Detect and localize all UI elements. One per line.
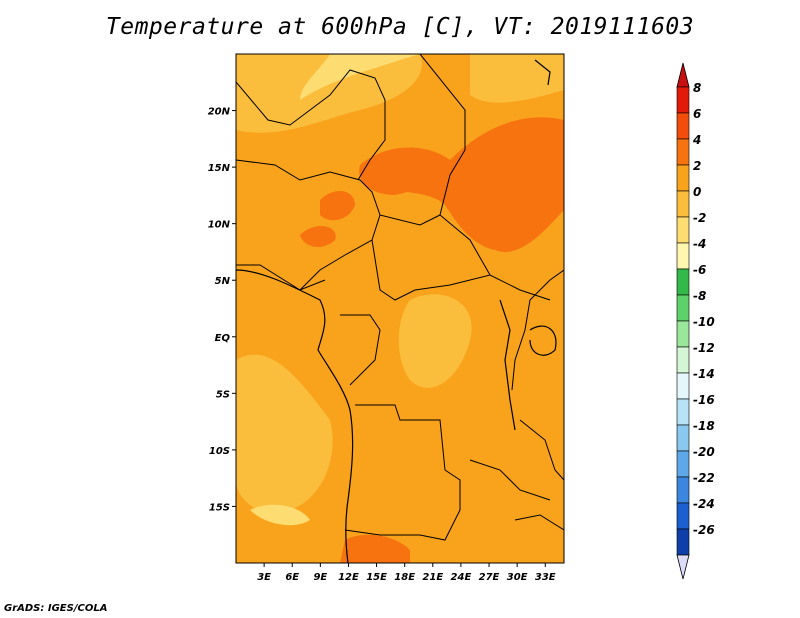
lat-tick-label: 10N <box>208 220 231 231</box>
colorbar-segment <box>676 164 690 192</box>
colorbar-label: -2 <box>693 211 706 225</box>
colorbar-label: 2 <box>693 159 701 173</box>
colorbar-bottom-arrow <box>676 554 690 580</box>
colorbar-label: -10 <box>693 315 715 329</box>
colorbar-label: -18 <box>693 419 715 433</box>
colorbar-segment <box>676 216 690 244</box>
field-region-4to6-northeast <box>384 117 564 252</box>
colorbar-segment <box>676 242 690 270</box>
colorbar-top-arrow <box>676 62 690 88</box>
colorbar-label: -14 <box>693 367 715 381</box>
lon-tick-label: 24E <box>451 572 472 583</box>
colorbar-segment <box>676 86 690 114</box>
temperature-field <box>236 54 564 563</box>
colorbar-segment <box>676 528 690 556</box>
colorbar-segment <box>676 372 690 400</box>
colorbar-label: -12 <box>693 341 715 355</box>
colorbar-segment <box>676 398 690 426</box>
lat-tick-label: 20N <box>208 107 231 118</box>
lon-tick-label: 27E <box>479 572 500 583</box>
lon-tick-label: 6E <box>285 572 299 583</box>
colorbar-label: 0 <box>693 185 701 199</box>
field-region-minus2to0-southwest <box>250 504 310 526</box>
field-region-4to6-west <box>320 190 355 221</box>
lon-tick-label: 3E <box>257 572 271 583</box>
plot-title: Temperature at 600hPa [C], VT: 201911160… <box>105 14 695 40</box>
lon-tick-label: 15E <box>366 572 387 583</box>
colorbar-segment <box>676 112 690 140</box>
lon-tick-label: 9E <box>313 572 327 583</box>
colorbar-segment <box>676 502 690 530</box>
latitude-axis: 20N 15N 10N 5N EQ 5S 10S 15S <box>208 107 236 513</box>
colorbar-label: 4 <box>692 133 701 147</box>
field-region-0to2-north <box>236 54 422 133</box>
field-region-0to2-northeast <box>470 54 564 103</box>
colorbar-segment <box>676 294 690 322</box>
country-borders <box>236 54 564 541</box>
lat-tick-label: 10S <box>209 446 230 457</box>
colorbar-segment <box>676 346 690 374</box>
colorbar-label: -8 <box>693 289 706 303</box>
lat-tick-label: EQ <box>215 333 231 344</box>
footer-credit: GrADS: IGES/COLA <box>4 603 108 614</box>
lon-tick-label: 33E <box>535 572 556 583</box>
colorbar-segment <box>676 450 690 478</box>
plot-frame <box>235 53 565 564</box>
field-region-4to6-north <box>359 147 450 195</box>
colorbar-label: -26 <box>693 523 715 537</box>
colorbar-label: -6 <box>693 263 706 277</box>
colorbar-label: 8 <box>693 81 701 95</box>
colorbar-label: -22 <box>693 471 715 485</box>
colorbar-segment <box>676 476 690 504</box>
colorbar-label: -24 <box>693 497 715 511</box>
field-region-minus2to0-north <box>300 54 420 100</box>
lon-tick-label: 30E <box>507 572 528 583</box>
colorbar: 8 6 4 2 0 -2 -4 -6 -8 -10 -12 -14 -16 -18 -20 -22 -24 -26 <box>676 62 715 580</box>
field-region-4to6-south <box>340 534 410 563</box>
colorbar-segment <box>676 268 690 296</box>
colorbar-segment <box>676 424 690 452</box>
lon-tick-label: 21E <box>422 572 443 583</box>
lat-tick-label: 15S <box>209 502 230 513</box>
field-region-0to2-central <box>398 294 472 388</box>
lon-tick-label: 12E <box>338 572 359 583</box>
colorbar-label: -16 <box>693 393 715 407</box>
lon-tick-label: 18E <box>394 572 415 583</box>
lat-tick-label: 5N <box>215 276 231 287</box>
colorbar-label: -20 <box>693 445 715 459</box>
longitude-axis: 3E 6E 9E 12E 15E 18E 21E 24E 27E 30E 33E <box>257 563 556 583</box>
field-region-4to6-west2 <box>300 225 336 247</box>
colorbar-segment <box>676 190 690 218</box>
colorbar-label: -4 <box>693 237 706 251</box>
coastline <box>236 59 557 563</box>
colorbar-segment <box>676 138 690 166</box>
field-region-0to2-southwest <box>236 354 333 513</box>
lat-tick-label: 5S <box>216 389 230 400</box>
colorbar-segment <box>676 320 690 348</box>
lat-tick-label: 15N <box>208 163 231 174</box>
colorbar-label: 6 <box>693 107 701 121</box>
